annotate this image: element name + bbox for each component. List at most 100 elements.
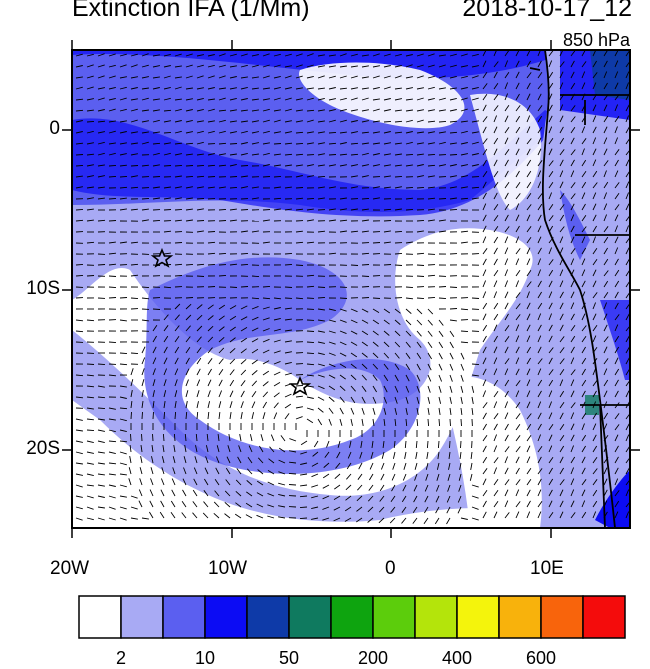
wind-barb	[109, 221, 116, 222]
wind-barb	[219, 253, 226, 254]
wind-barb	[300, 518, 307, 519]
wind-barb	[362, 287, 369, 288]
wind-barb	[142, 287, 149, 288]
wind-barb	[175, 209, 182, 210]
wind-barb	[76, 209, 83, 210]
wind-barb	[230, 187, 237, 188]
wind-barb	[109, 198, 116, 199]
wind-barb	[197, 199, 204, 200]
colorbar-label-400: 400	[442, 648, 472, 669]
wind-barb	[307, 331, 314, 332]
wind-barb	[450, 209, 457, 210]
wind-barb	[208, 177, 215, 178]
colorbar-swatch	[289, 596, 331, 638]
wind-barb	[373, 243, 380, 244]
wind-barb	[219, 209, 226, 210]
wind-barb	[296, 188, 303, 189]
wind-barb	[186, 176, 193, 177]
wind-barb	[208, 264, 215, 265]
wind-barb	[76, 264, 83, 265]
wind-barb	[175, 412, 176, 419]
wind-barb	[427, 441, 428, 448]
wind-barb	[197, 276, 204, 277]
wind-barb	[274, 144, 281, 145]
colorbar-swatch	[205, 596, 247, 638]
wind-barb	[263, 286, 270, 287]
wind-barb	[296, 385, 303, 386]
wind-barb	[395, 176, 402, 177]
wind-barb	[109, 298, 116, 299]
wind-barb	[174, 434, 175, 441]
wind-barb	[87, 276, 94, 277]
wind-barb	[131, 412, 132, 419]
wind-barb	[153, 412, 154, 419]
colorbar-label-50: 50	[279, 648, 299, 669]
colorbar-swatch	[247, 596, 289, 638]
wind-barb	[186, 298, 193, 299]
wind-barb	[450, 419, 451, 426]
wind-barb	[307, 342, 314, 343]
wind-barb	[362, 276, 369, 277]
wind-barb	[186, 166, 193, 167]
colorbar-swatch	[163, 596, 205, 638]
wind-barb	[450, 155, 457, 156]
wind-barb	[164, 210, 171, 211]
wind-barb	[163, 434, 164, 441]
wind-barb	[131, 434, 132, 441]
wind-barb	[109, 165, 116, 166]
wind-barb	[230, 144, 237, 145]
colorbar-swatch	[79, 596, 121, 638]
wind-barb	[296, 143, 303, 144]
wind-barb	[450, 287, 457, 288]
wind-barb	[252, 276, 259, 277]
wind-barb	[131, 166, 138, 167]
wind-barb	[230, 287, 237, 288]
wind-barb	[197, 221, 204, 222]
wind-barb	[285, 287, 292, 288]
wind-barb	[362, 298, 369, 299]
wind-barb	[329, 155, 336, 156]
wind-barb	[87, 364, 94, 365]
lon-label-10e: 10E	[530, 558, 564, 580]
wind-barb	[406, 287, 413, 288]
wind-barb	[153, 309, 160, 310]
wind-barb	[417, 187, 424, 188]
colorbar-swatch	[415, 596, 457, 638]
wind-barb	[241, 210, 248, 211]
wind-barb	[186, 264, 193, 265]
wind-barb	[98, 408, 105, 409]
wind-barb	[300, 507, 307, 508]
wind-barb	[142, 434, 143, 441]
wind-barb	[439, 419, 440, 426]
wind-barb	[472, 364, 479, 365]
wind-barb	[175, 276, 182, 277]
wind-barb	[406, 154, 413, 155]
lon-label-20w: 20W	[50, 558, 89, 580]
wind-barb	[362, 198, 369, 199]
colorbar-label-2: 2	[116, 648, 126, 669]
wind-barb	[120, 298, 127, 299]
wind-barb	[461, 419, 462, 426]
wind-barb	[318, 297, 325, 298]
wind-barb	[417, 276, 424, 277]
wind-barb	[373, 298, 380, 299]
wind-barb	[109, 276, 116, 277]
lat-label-0: 0	[0, 118, 60, 140]
wind-barb	[285, 253, 292, 254]
colorbar-swatch	[583, 596, 625, 638]
wind-barb	[289, 485, 296, 486]
wind-barb	[197, 165, 204, 166]
wind-barb	[318, 176, 325, 177]
colorbar	[79, 596, 625, 638]
wind-barb	[153, 434, 154, 441]
wind-barb	[395, 253, 402, 254]
colorbar-swatch	[499, 596, 541, 638]
wind-barb	[318, 287, 325, 288]
wind-barb	[76, 155, 83, 156]
colorbar-swatch	[121, 596, 163, 638]
colorbar-label-600: 600	[526, 648, 556, 669]
wind-barb	[76, 165, 83, 166]
wind-barb	[395, 265, 402, 266]
wind-barb	[307, 353, 314, 354]
wind-barb	[164, 132, 171, 133]
